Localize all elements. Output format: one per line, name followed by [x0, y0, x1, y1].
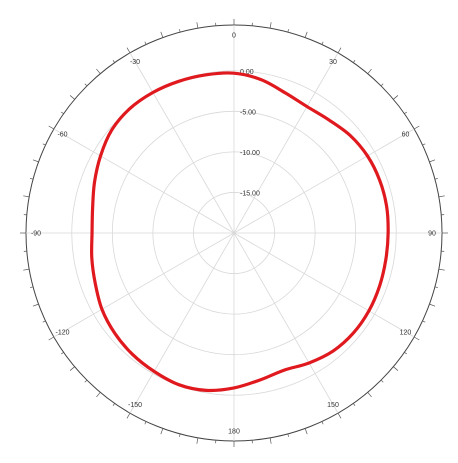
series-line	[92, 73, 389, 391]
tick-mark	[353, 60, 355, 62]
tick-mark	[338, 413, 341, 418]
tick-mark	[23, 269, 29, 270]
tick-mark	[429, 160, 435, 162]
tick-mark	[429, 304, 435, 306]
tick-mark	[96, 392, 100, 397]
tick-mark	[439, 196, 445, 197]
tick-mark	[305, 428, 307, 434]
tick-mark	[30, 287, 33, 288]
angle-tick-label: 120	[400, 330, 412, 337]
tick-mark	[145, 422, 146, 425]
tick-mark	[179, 29, 180, 32]
tick-mark	[113, 60, 115, 62]
tick-mark	[43, 321, 46, 322]
tick-mark	[113, 403, 115, 405]
tick-mark	[368, 392, 372, 397]
tick-mark	[435, 178, 438, 179]
tick-mark	[127, 48, 130, 53]
tick-mark	[381, 380, 383, 382]
tick-mark	[288, 29, 289, 32]
grid-spoke	[54, 233, 234, 337]
angle-tick-label: -150	[128, 402, 142, 409]
tick-mark	[61, 112, 63, 114]
angle-tick-label: 180	[228, 429, 240, 436]
tick-mark	[33, 160, 39, 162]
tick-mark	[353, 403, 355, 405]
grid-spoke	[54, 129, 234, 233]
tick-mark	[381, 84, 383, 86]
tick-mark	[404, 112, 406, 114]
tick-mark	[23, 196, 29, 197]
angle-tick-label: -30	[130, 59, 140, 66]
angle-tick-label: -60	[57, 132, 67, 139]
tick-mark	[305, 32, 307, 38]
tick-mark	[414, 337, 419, 340]
tick-mark	[43, 144, 46, 145]
radial-tick-label: -15.00	[240, 190, 260, 197]
tick-mark	[127, 413, 130, 418]
tick-mark	[96, 69, 100, 74]
tick-mark	[270, 438, 271, 444]
tick-mark	[30, 178, 33, 179]
tick-mark	[85, 84, 87, 86]
tick-mark	[414, 126, 419, 129]
tick-mark	[161, 428, 163, 434]
tick-mark	[393, 367, 398, 371]
tick-mark	[85, 380, 87, 382]
series-layer	[92, 73, 389, 391]
angle-tick-label: 0	[232, 33, 236, 40]
tick-mark	[270, 22, 271, 28]
tick-mark	[197, 438, 198, 444]
radial-tick-label: -5.00	[240, 109, 256, 116]
tick-mark	[61, 352, 63, 354]
angle-tick-label: -90	[31, 231, 41, 238]
tick-mark	[288, 434, 289, 437]
tick-mark	[338, 48, 341, 53]
tick-mark	[393, 95, 398, 99]
tick-mark	[435, 287, 438, 288]
tick-mark	[161, 32, 163, 38]
tick-mark	[70, 367, 75, 371]
tick-mark	[179, 434, 180, 437]
tick-mark	[439, 269, 445, 270]
tick-mark	[70, 95, 75, 99]
tick-mark	[423, 144, 426, 145]
tick-mark	[322, 422, 323, 425]
tick-mark	[33, 304, 39, 306]
angle-tick-label: 60	[402, 132, 410, 139]
tick-mark	[404, 352, 406, 354]
tick-mark	[423, 321, 426, 322]
angle-tick-label: 150	[327, 402, 339, 409]
tick-mark	[368, 69, 372, 74]
angle-tick-label: 90	[428, 231, 436, 238]
tick-mark	[49, 126, 54, 129]
grid-spoke	[234, 53, 338, 233]
grid-spoke	[234, 233, 338, 413]
radial-tick-label: -10.00	[240, 150, 260, 157]
tick-mark	[49, 337, 54, 340]
tick-mark	[197, 22, 198, 28]
angle-tick-label: 30	[329, 59, 337, 66]
tick-mark	[145, 42, 146, 45]
grid-layer	[26, 25, 442, 441]
tick-mark	[322, 42, 323, 45]
angle-tick-label: -120	[56, 330, 70, 337]
